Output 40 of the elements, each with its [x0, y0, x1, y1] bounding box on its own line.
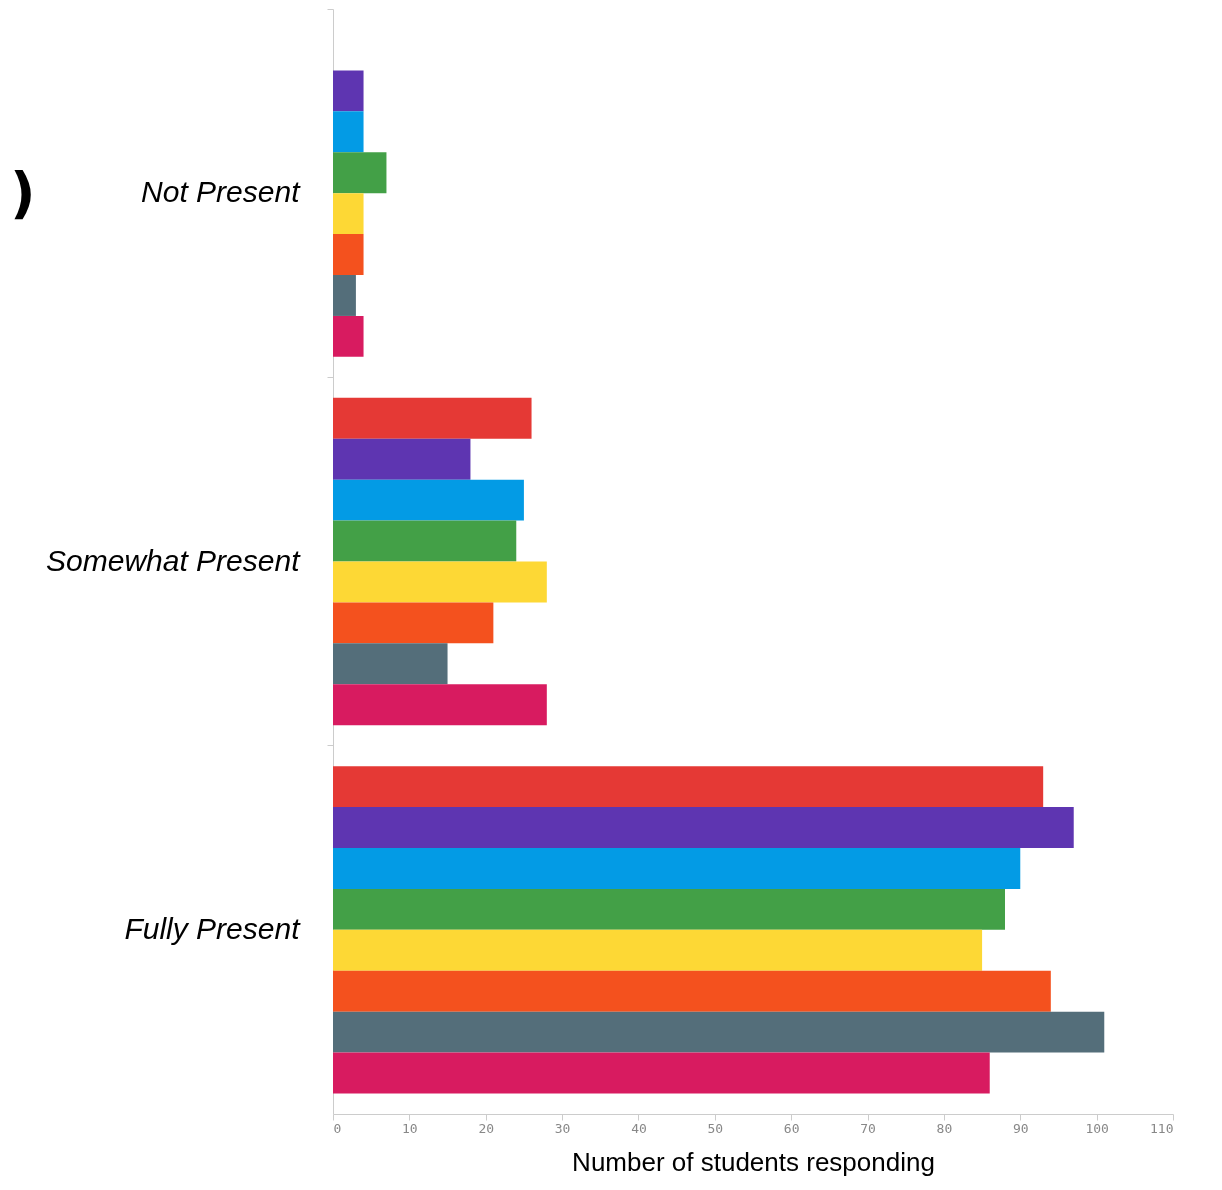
bar: [333, 111, 364, 153]
bar: [333, 561, 547, 603]
y-tick-label: Fully Present: [124, 911, 302, 945]
bar: [333, 275, 356, 316]
bar: [333, 438, 471, 480]
bar: [333, 1011, 1105, 1053]
bar: [333, 479, 524, 521]
bar: [333, 888, 1005, 930]
bar: [333, 807, 1074, 848]
bar: [333, 847, 1021, 889]
x-tick-label: 50: [707, 1120, 724, 1136]
x-axis-title: Number of students responding: [572, 1146, 935, 1177]
bar: [333, 970, 1051, 1012]
y-tick-label: Somewhat Present: [46, 543, 302, 577]
bar: [333, 193, 364, 235]
x-tick-label: 0: [333, 1120, 342, 1136]
x-tick-label: 30: [554, 1120, 571, 1136]
bar: [333, 602, 494, 644]
x-tick-label: 10: [402, 1120, 418, 1136]
bar: [333, 929, 983, 971]
bar: [333, 70, 364, 112]
bar: [333, 1052, 990, 1094]
x-tick-label: 100: [1085, 1120, 1109, 1136]
bar: [333, 234, 364, 276]
bar: [333, 643, 448, 685]
bar: [333, 397, 532, 439]
x-tick-label: 40: [631, 1120, 647, 1136]
note-text: ): [10, 160, 36, 225]
bar: [333, 684, 547, 726]
x-tick-label: 70: [860, 1120, 876, 1136]
bar: [333, 766, 1044, 808]
bar: [333, 520, 517, 562]
y-tick-label: Not Present: [141, 175, 302, 209]
x-tick-label: 60: [783, 1120, 800, 1136]
bar: [333, 315, 364, 357]
bar: [333, 152, 387, 194]
x-tick-label: 110: [1150, 1120, 1174, 1136]
x-tick-label: 90: [1012, 1120, 1029, 1136]
x-tick-label: 20: [478, 1120, 495, 1136]
x-tick-label: 80: [936, 1120, 953, 1136]
